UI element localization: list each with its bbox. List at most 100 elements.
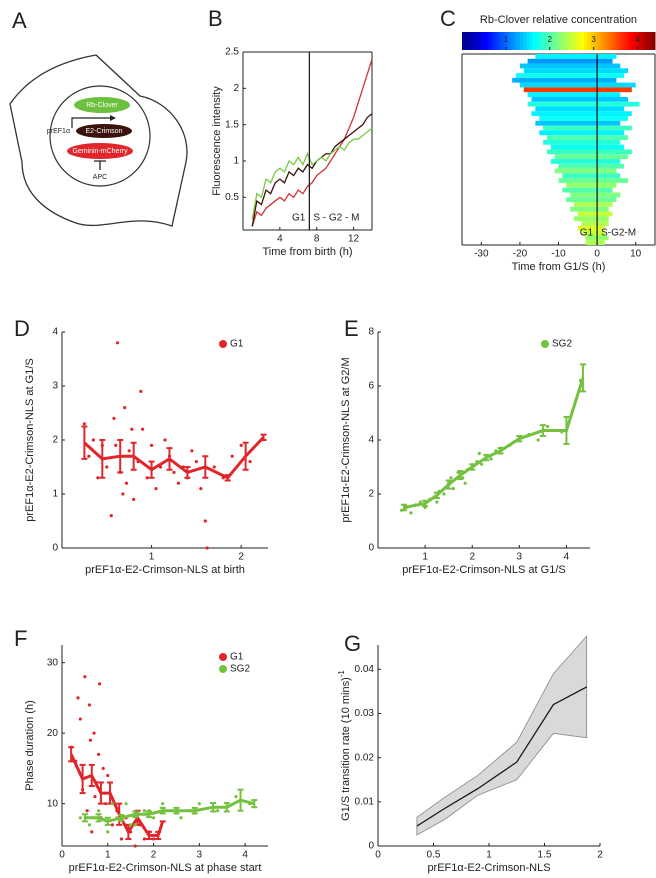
point: [92, 731, 96, 735]
inhibition: [94, 160, 106, 170]
point: [127, 449, 131, 453]
colorbar-cell: [513, 32, 518, 50]
point: [133, 844, 137, 848]
colorbar-tick-label: 1: [504, 35, 509, 44]
label: prEF1α: [47, 128, 70, 135]
x-tick-label: 10: [630, 249, 642, 260]
point: [132, 497, 136, 501]
point: [142, 837, 146, 841]
colorbar-cell: [606, 32, 611, 50]
x-axis-label: Time from G1/S (h): [512, 261, 606, 273]
heatmap-row: [577, 225, 605, 231]
error-bar: [166, 447, 173, 471]
y-axis-label: Fluorescence intensity: [211, 86, 223, 196]
series-line: [251, 127, 373, 220]
colorbar-cell: [529, 32, 534, 50]
point: [151, 816, 156, 820]
colorbar-cell: [526, 32, 531, 50]
error-bar: [400, 503, 407, 512]
heatmap-row: [566, 182, 617, 188]
colorbar-cell: [494, 32, 498, 50]
error-bar: [132, 810, 139, 819]
colorbar-tick-label: 3: [591, 35, 596, 44]
confidence-band: [416, 635, 588, 836]
y-tick-label: 1.5: [225, 119, 239, 130]
point: [216, 809, 220, 813]
x-tick-label: 2: [597, 850, 603, 861]
point: [442, 492, 446, 496]
x-tick-label: 0.5: [427, 850, 441, 861]
panel-letter: G: [344, 631, 361, 656]
point: [110, 823, 114, 827]
x-tick-label: 2: [238, 552, 244, 563]
heatmap-row: [539, 130, 625, 136]
colorbar-cell: [590, 32, 595, 50]
y-tick-label: 4: [52, 327, 58, 338]
error-bar: [117, 439, 124, 474]
heatmap-row: [577, 211, 613, 217]
colorbar-cell: [600, 32, 605, 50]
y-tick-label: 10: [47, 798, 59, 809]
point: [82, 422, 86, 426]
point: [91, 438, 95, 442]
series-line: [251, 113, 373, 227]
colorbar-cell: [577, 32, 582, 50]
error-bar: [237, 788, 244, 812]
point: [489, 457, 493, 461]
geminin-shape: [67, 143, 133, 159]
heatmap-row: [570, 192, 621, 198]
colorbar-cell: [462, 32, 466, 50]
colorbar-cell: [503, 32, 508, 50]
y-tick-label: 2.5: [225, 47, 239, 58]
x-tick-label: 1: [486, 850, 492, 861]
point: [212, 465, 216, 469]
colorbar-cell: [500, 32, 505, 50]
y-tick-label: 2: [52, 435, 58, 446]
mean-line: [403, 377, 585, 509]
panel-letter: F: [14, 626, 27, 651]
error-bar: [224, 474, 231, 482]
panel-letter: D: [14, 316, 30, 341]
point: [248, 460, 252, 464]
colorbar-cell: [645, 32, 650, 50]
error-bar: [81, 813, 88, 823]
point: [106, 773, 110, 778]
point: [97, 682, 102, 686]
point: [85, 809, 89, 813]
colorbar-cell: [465, 32, 469, 50]
point: [96, 476, 100, 480]
heatmap-row: [554, 168, 617, 174]
error-bar: [579, 363, 586, 393]
error-bar: [191, 806, 198, 815]
y-tick-label: 8: [368, 327, 374, 338]
error-bar: [433, 491, 440, 500]
heatmap-row: [523, 68, 628, 74]
colorbar-cell: [539, 32, 543, 50]
heatmap-row: [535, 106, 625, 112]
heatmap-row: [523, 87, 632, 93]
x-tick-label: 2: [469, 552, 475, 563]
point: [78, 816, 82, 820]
heatmap-row: [581, 230, 605, 236]
y-tick-label: 4: [368, 435, 374, 446]
heatmap-row: [558, 163, 625, 169]
point: [145, 476, 149, 480]
heatmap-row: [543, 139, 621, 145]
point: [93, 795, 97, 799]
error-bar: [145, 810, 152, 819]
x-tick-label: 8: [314, 234, 320, 245]
colorbar-cell: [603, 32, 608, 50]
x-axis-label: prEF1α-E2-Crimson-NLS at phase start: [69, 862, 262, 874]
heatmap-row: [573, 202, 613, 207]
point: [151, 837, 156, 841]
panel-letter: E: [344, 316, 359, 341]
colorbar-cell: [542, 32, 547, 50]
point: [409, 511, 413, 515]
point: [149, 443, 154, 447]
annotation: G1: [292, 213, 306, 224]
x-tick-label: -10: [551, 249, 566, 260]
heatmap-row: [512, 77, 617, 83]
heatmap-row: [516, 73, 625, 78]
x-tick-label: 1.5: [538, 850, 552, 861]
crimson-shape: [76, 124, 132, 138]
